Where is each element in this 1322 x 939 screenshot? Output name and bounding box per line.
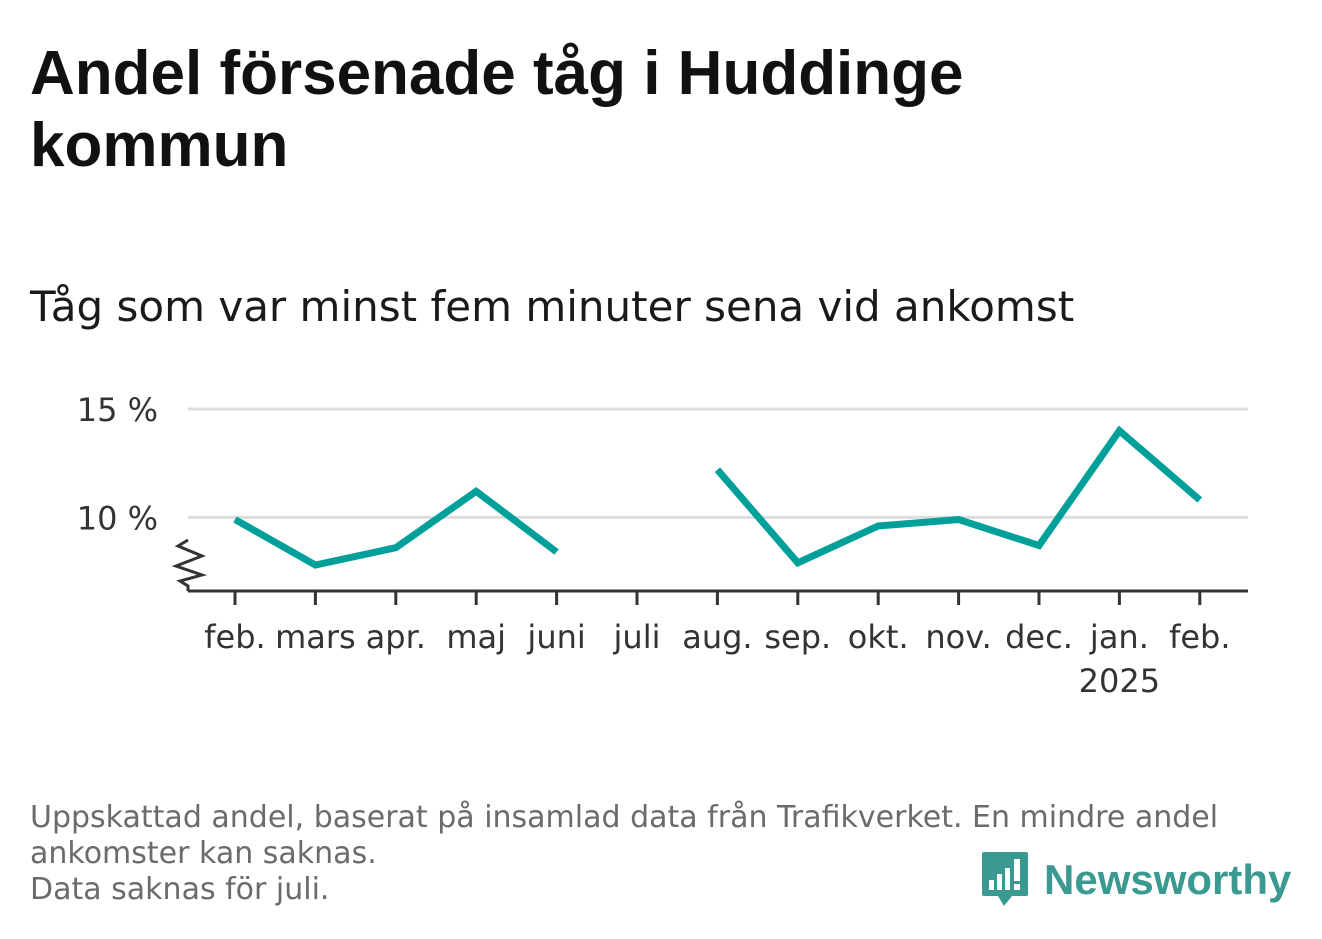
x-tick-label: juni xyxy=(526,618,585,656)
x-tick-label: okt. xyxy=(848,618,909,656)
footer-note-line-1: Uppskattad andel, baserat på insamlad da… xyxy=(30,800,1219,835)
chart-subtitle: Tåg som var minst fem minuter sena vid a… xyxy=(30,282,1075,331)
brand-logo: Newsworthy xyxy=(980,850,1291,910)
series-line xyxy=(233,486,559,569)
y-axis-ticks: 10 % 15 % xyxy=(77,391,158,537)
chart-title: Andel försenade tåg i Huddinge kommun xyxy=(30,39,964,180)
series-lines xyxy=(233,425,1203,569)
footer-note-line-2: ankomster kan saknas. xyxy=(30,836,377,871)
x-axis-ticks: feb. mars apr. maj juni juli aug. sep. okt. nov. d… xyxy=(204,591,1231,700)
x-tick-label: aug. xyxy=(682,618,752,656)
y-axis-break-mark xyxy=(171,538,208,591)
x-tick-label: dec. xyxy=(1005,618,1073,656)
x-tick-label: feb. xyxy=(1169,618,1230,656)
brand-name: Newsworthy xyxy=(1044,856,1292,903)
footer-notes: Uppskattad andel, baserat på insamlad da… xyxy=(30,800,1290,908)
grid-lines xyxy=(188,407,1248,519)
x-tick-label: nov. xyxy=(925,618,991,656)
footer-note-line-3: Data saknas för juli. xyxy=(30,872,330,907)
x-axis xyxy=(171,538,1248,593)
x-tick-label: maj xyxy=(446,618,506,656)
x-tick-label: jan. xyxy=(1089,618,1149,656)
x-year-label: 2025 xyxy=(1079,662,1160,700)
newsworthy-logo-icon xyxy=(982,852,1028,906)
x-tick-label: juli xyxy=(613,618,661,656)
series-line xyxy=(714,425,1203,568)
x-tick-label: mars xyxy=(275,618,356,656)
y-tick-label: 10 % xyxy=(77,499,158,537)
x-tick-label: feb. xyxy=(204,618,265,656)
y-tick-label: 15 % xyxy=(77,391,158,429)
x-tick-label: sep. xyxy=(764,618,831,656)
x-tick-label: apr. xyxy=(366,618,426,656)
line-chart: 10 % 15 % feb. mars apr. maj juni juli aug. sep.… xyxy=(77,391,1248,700)
